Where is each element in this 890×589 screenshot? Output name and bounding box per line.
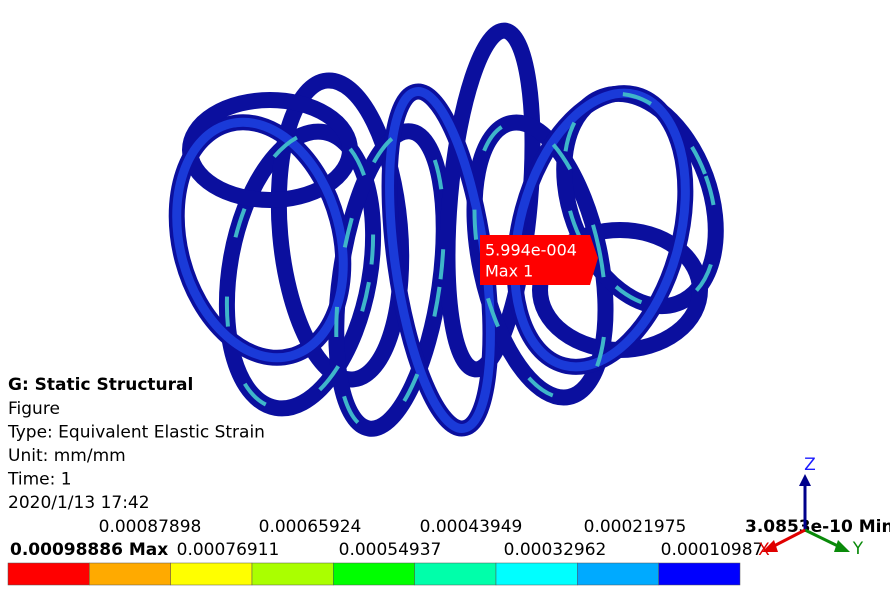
legend-lower-label: 0.00032962 xyxy=(504,540,607,560)
legend-upper-label: 3.0853e-10 Min xyxy=(745,517,890,537)
info-line: Unit: mm/mm xyxy=(8,446,126,466)
screen: {"model_info": {"title": "G: Static Stru… xyxy=(0,0,890,589)
legend-swatch xyxy=(252,563,333,585)
triad: Z Y X xyxy=(758,455,864,560)
legend-swatch xyxy=(89,563,170,585)
legend-swatch xyxy=(333,563,414,585)
legend-upper-label: 0.00043949 xyxy=(420,517,523,537)
legend-lower-label: 0.00054937 xyxy=(339,540,442,560)
y-label: Y xyxy=(852,539,864,559)
z-arrow xyxy=(799,474,811,486)
info-line: Figure xyxy=(8,399,60,419)
legend-upper-label: 0.00065924 xyxy=(259,517,362,537)
legend-lower-label: 0.00010987 xyxy=(661,540,764,560)
legend-swatch xyxy=(171,563,252,585)
info-title: G: Static Structural xyxy=(8,375,193,395)
legend-lower-label: 0.00076911 xyxy=(177,540,280,560)
legend-upper-label: 0.00021975 xyxy=(584,517,687,537)
legend-lower-label: 0.00098886 Max xyxy=(10,540,168,560)
legend-swatch xyxy=(415,563,496,585)
probe-value: 5.994e-004 xyxy=(485,241,577,260)
probe-tag: 5.994e-004 Max 1 xyxy=(480,235,598,285)
y-arrow xyxy=(834,540,850,552)
legend-swatch xyxy=(8,563,89,585)
legend-swatch xyxy=(577,563,658,585)
info-line: Type: Equivalent Elastic Strain xyxy=(7,423,265,443)
probe-label: Max 1 xyxy=(485,262,533,281)
x-label: X xyxy=(758,540,770,560)
z-label: Z xyxy=(804,455,816,475)
info-line: 2020/1/13 17:42 xyxy=(8,493,150,513)
info-line: Time: 1 xyxy=(7,470,72,490)
legend-swatch xyxy=(496,563,577,585)
legend-swatch xyxy=(659,563,740,585)
model xyxy=(152,27,744,435)
info-lines: Figure Type: Equivalent Elastic Strain Uni… xyxy=(7,399,265,513)
viewport: 5.994e-004 Max 1 G: Static Structural Fi… xyxy=(0,0,890,589)
legend-upper-label: 0.00087898 xyxy=(99,517,202,537)
